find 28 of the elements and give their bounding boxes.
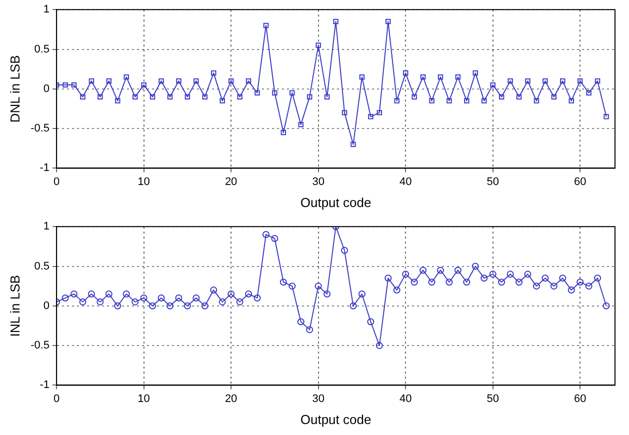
y-tick-label: -1 <box>40 162 50 174</box>
y-tick-label: 0.5 <box>34 43 50 56</box>
y-tick-label: 0 <box>43 300 50 312</box>
y-tick-label: 0 <box>43 82 50 95</box>
x-axis-title: Output code <box>300 412 372 427</box>
x-tick-label: 60 <box>574 392 586 405</box>
x-tick-label: 0 <box>53 392 60 405</box>
x-tick-label: 30 <box>312 176 324 188</box>
x-tick-label: 60 <box>574 176 586 188</box>
y-tick-label: -0.5 <box>30 340 50 352</box>
x-axis-title: Output code <box>300 194 372 210</box>
x-tick-label: 50 <box>486 392 499 405</box>
x-tick-label: 20 <box>224 176 238 188</box>
x-tick-label: 10 <box>138 176 150 188</box>
x-tick-label: 30 <box>312 392 324 405</box>
y-axis-title: DNL in LSB <box>7 55 22 123</box>
x-tick-label: 20 <box>224 392 238 405</box>
x-tick-label: 0 <box>53 176 60 188</box>
y-tick-label: -0.5 <box>30 122 50 135</box>
y-tick-label: 0.5 <box>34 260 50 272</box>
y-tick-label: -1 <box>40 379 50 392</box>
x-tick-label: 40 <box>399 392 412 405</box>
y-tick-label: 1 <box>43 4 50 16</box>
x-tick-label: 10 <box>138 392 150 405</box>
y-axis-title: INL in LSB <box>7 275 22 337</box>
y-tick-label: 1 <box>43 220 50 233</box>
x-tick-label: 50 <box>486 176 499 188</box>
x-tick-label: 40 <box>399 176 412 188</box>
